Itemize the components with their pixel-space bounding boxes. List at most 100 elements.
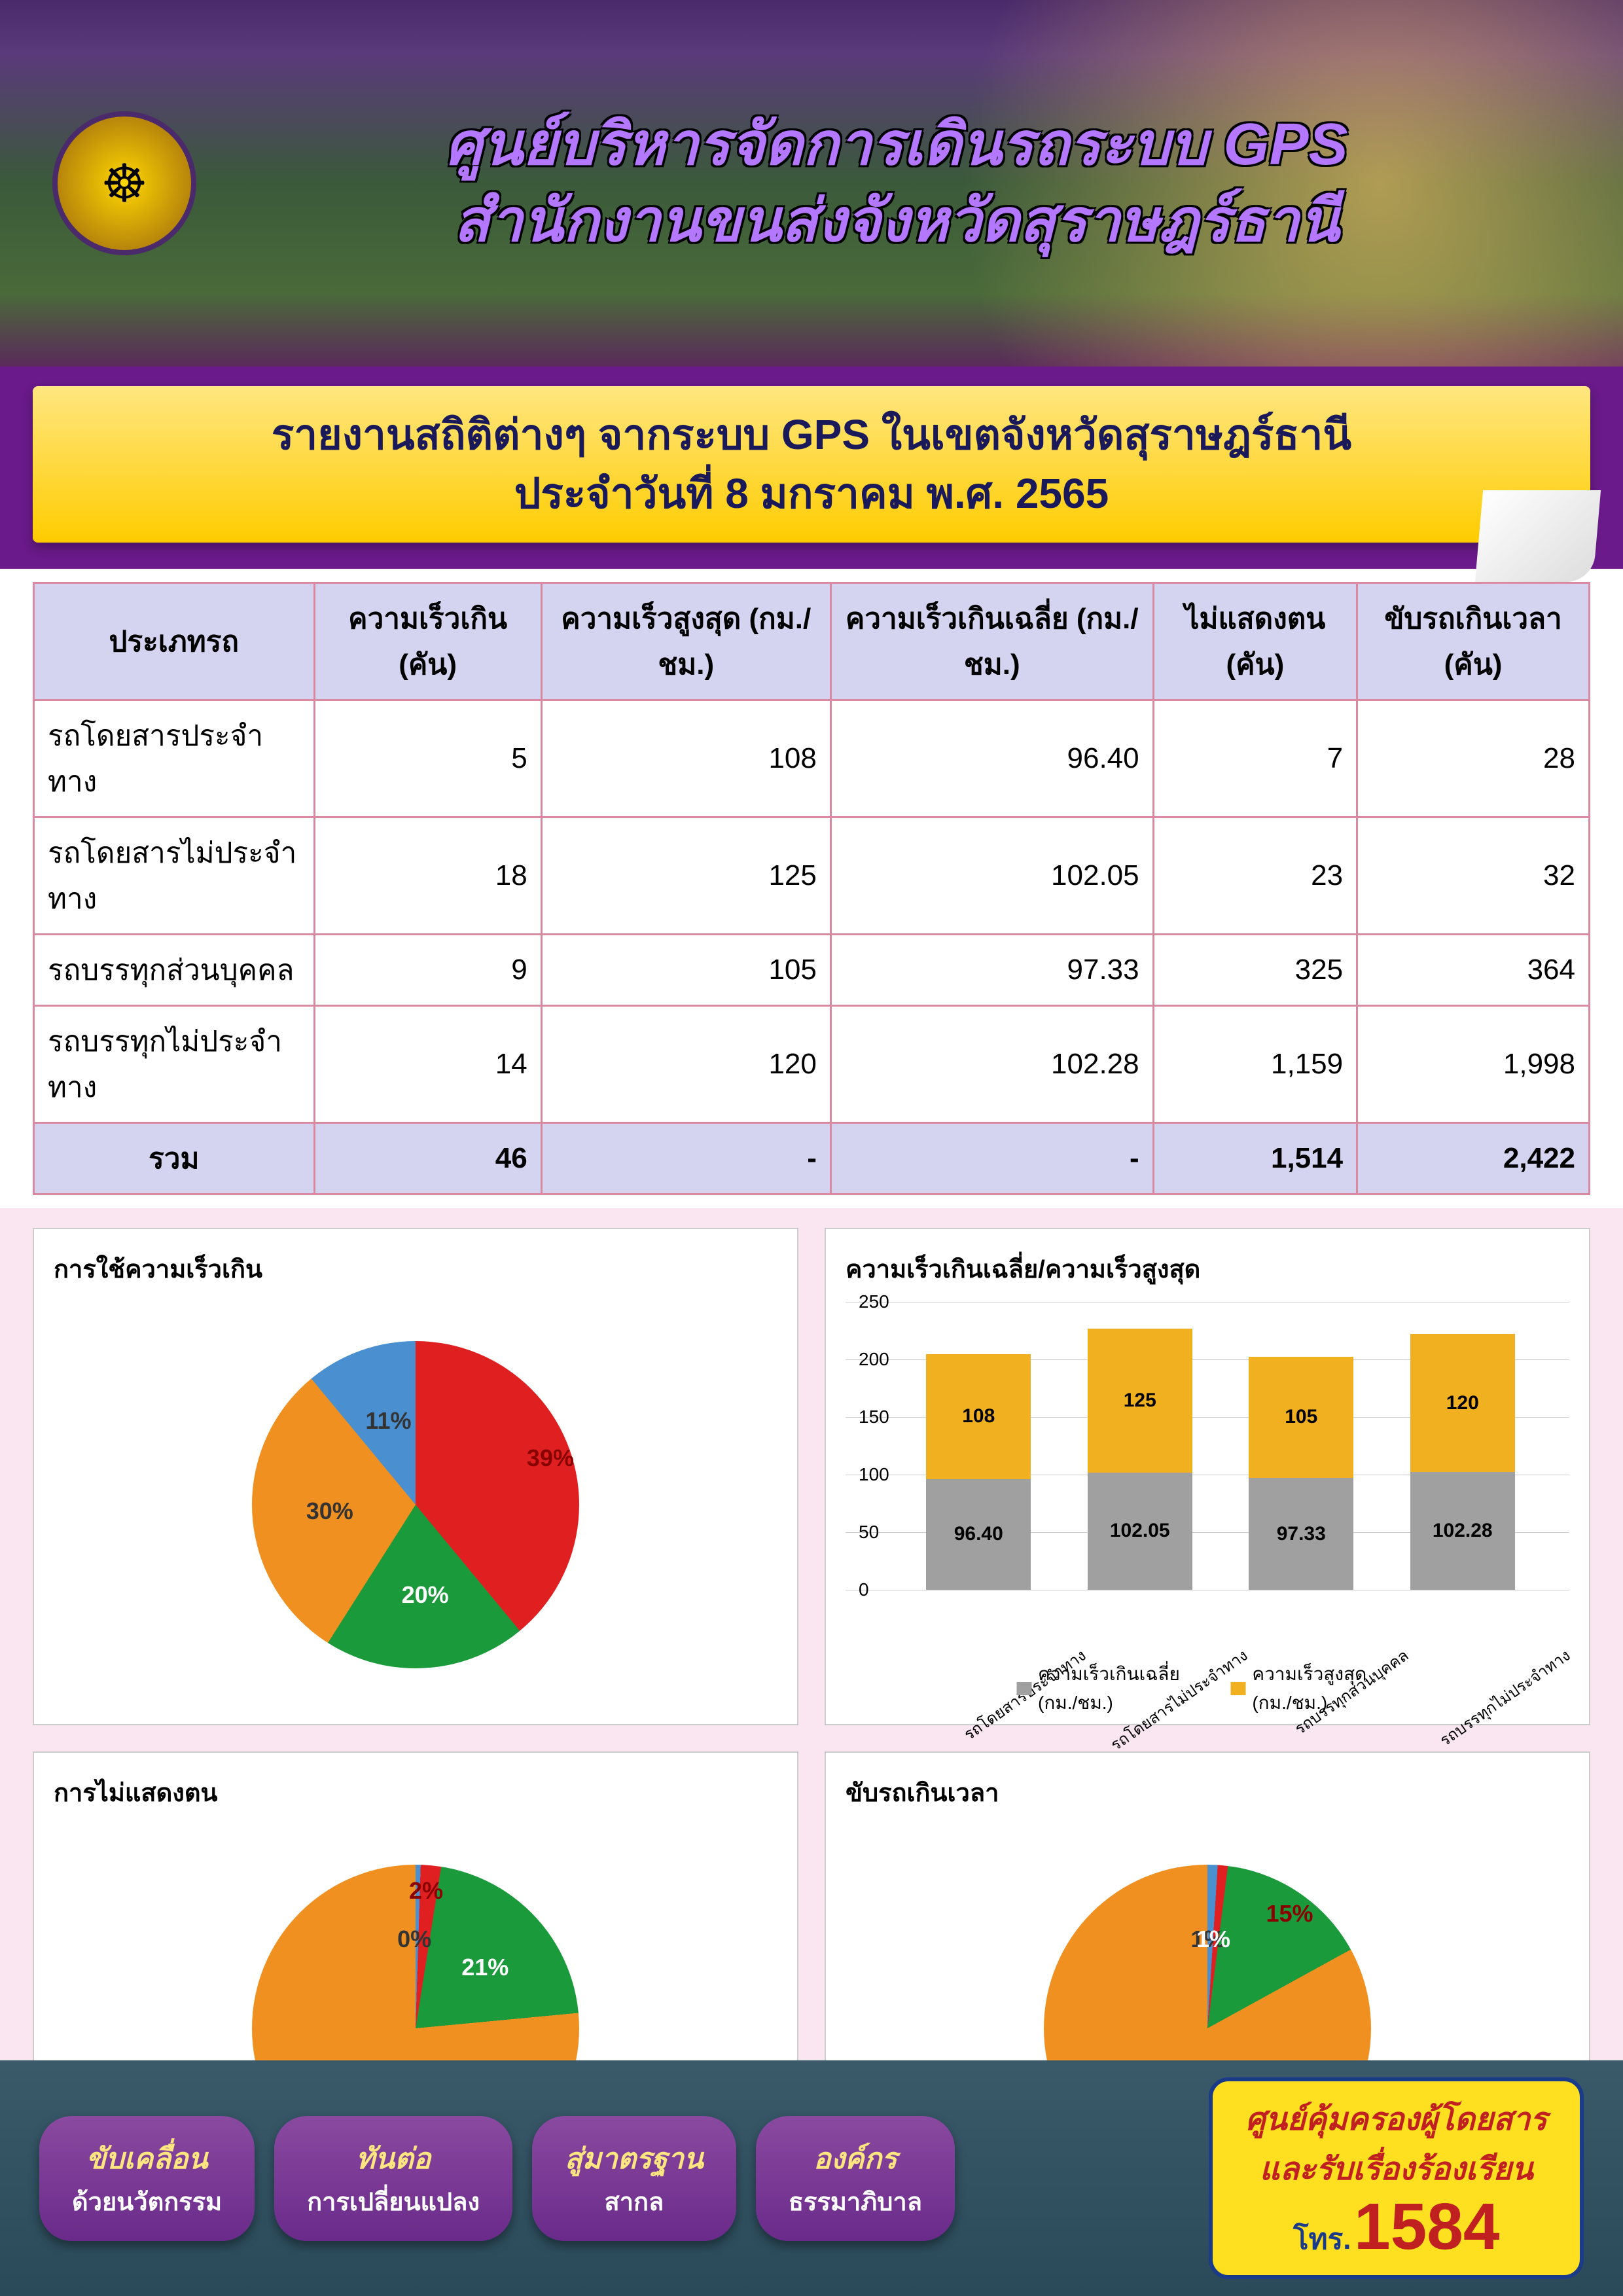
legend-label: ความเร็วเกินเฉลี่ย (กม./ชม.) (1038, 1660, 1205, 1717)
footer-bar: ขับเคลื่อนด้วยนวัตกรรมทันต่อการเปลี่ยนแป… (0, 2060, 1623, 2296)
stats-table: ประเภทรถความเร็วเกิน (คัน)ความเร็วสูงสุด… (33, 582, 1590, 1195)
legend-item: ความเร็วสูงสุด (กม./ชม.) (1231, 1660, 1399, 1717)
table-header: ขับรถเกินเวลา (คัน) (1357, 583, 1590, 700)
footer-pill: สู่มาตรฐานสากล (532, 2116, 736, 2241)
pie-chart: 39% 20% 30% 11% (252, 1341, 579, 1668)
bar-group: 102.28120รถบรรทุกไม่ประจำทาง (1410, 1334, 1515, 1590)
header-title-1: ศูนย์บริหารจัดการเดินรถระบบ GPS (223, 107, 1571, 183)
bar-speed-compare: ความเร็วเกินเฉลี่ย/ความเร็วสูงสุด 0 50 100… (825, 1228, 1590, 1725)
bar-segment: 102.05 (1088, 1473, 1192, 1590)
table-header: ความเร็วเกิน (คัน) (314, 583, 541, 700)
banner-line-2: ประจำวันที่ 8 มกราคม พ.ศ. 2565 (59, 465, 1564, 524)
y-axis-label: 200 (859, 1349, 889, 1370)
y-axis-label: 0 (859, 1579, 869, 1600)
table-cell: 125 (541, 817, 830, 935)
table-cell: 1,159 (1153, 1006, 1357, 1123)
chart-title: การใช้ความเร็วเกิน (54, 1249, 777, 1289)
table-header: ไม่แสดงตน (คัน) (1153, 583, 1357, 700)
total-cell: 1,514 (1153, 1123, 1357, 1194)
bar-group: 96.40108รถโดยสารประจำทาง (926, 1354, 1031, 1590)
footer-pill: ทันต่อการเปลี่ยนแปลง (274, 2116, 512, 2241)
pie-slice-label: 2% (409, 1877, 443, 1905)
header-banner: ☸ ศูนย์บริหารจัดการเดินรถระบบ GPS สำนักง… (0, 0, 1623, 367)
bar-segment: 120 (1410, 1334, 1515, 1472)
bar-segment: 108 (926, 1354, 1031, 1479)
table-cell: 14 (314, 1006, 541, 1123)
pill-top: ขับเคลื่อน (72, 2136, 222, 2181)
pie-slice-label: 1% (1196, 1926, 1230, 1953)
table-cell: 18 (314, 817, 541, 935)
y-axis-label: 100 (859, 1464, 889, 1485)
pill-top: องค์กร (789, 2136, 922, 2181)
total-cell: 46 (314, 1123, 541, 1194)
total-cell: - (541, 1123, 830, 1194)
pill-top: สู่มาตรฐาน (565, 2136, 704, 2181)
legend-item: ความเร็วเกินเฉลี่ย (กม./ชม.) (1017, 1660, 1205, 1717)
table-cell: 108 (541, 700, 830, 817)
pie-slice-label: 15% (1266, 1900, 1313, 1928)
total-label: รวม (34, 1123, 315, 1194)
pie-slice-label: 11% (365, 1407, 411, 1435)
table-cell: 120 (541, 1006, 830, 1123)
table-header: ประเภทรถ (34, 583, 315, 700)
chart-title: การไม่แสดงตน (54, 1772, 777, 1812)
legend-swatch (1017, 1682, 1032, 1695)
header-title-2: สำนักงานขนส่งจังหวัดสุราษฎร์ธานี (223, 183, 1571, 260)
agency-logo: ☸ (52, 111, 196, 255)
pill-bot: สากล (565, 2181, 704, 2221)
table-cell: 105 (541, 935, 830, 1006)
y-axis-label: 50 (859, 1522, 879, 1543)
table-header: ความเร็วเกินเฉลี่ย (กม./ชม.) (830, 583, 1153, 700)
footer-pill: องค์กรธรรมาภิบาล (756, 2116, 955, 2241)
table-cell: 364 (1357, 935, 1590, 1006)
table-cell: รถโดยสารไม่ประจำทาง (34, 817, 315, 935)
bar-group: 102.05125รถโดยสารไม่ประจำทาง (1088, 1329, 1192, 1590)
pie-slice-label: 39% (527, 1444, 574, 1472)
total-cell: - (830, 1123, 1153, 1194)
pill-top: ทันต่อ (307, 2136, 480, 2181)
hotline-tel-label: โทร. (1293, 2223, 1351, 2255)
page-curl-icon (1475, 490, 1601, 582)
hotline-line1: ศูนย์คุ้มครองผู้โดยสาร (1245, 2094, 1547, 2144)
pie-speed-over: การใช้ความเร็วเกิน 39% 20% 30% 11% (33, 1228, 798, 1725)
table-cell: รถบรรทุกส่วนบุคคล (34, 935, 315, 1006)
table-cell: รถโดยสารประจำทาง (34, 700, 315, 817)
table-cell: รถบรรทุกไม่ประจำทาง (34, 1006, 315, 1123)
table-cell: 1,998 (1357, 1006, 1590, 1123)
table-cell: 96.40 (830, 700, 1153, 817)
y-axis-label: 250 (859, 1291, 889, 1312)
table-cell: 23 (1153, 817, 1357, 935)
table-cell: 97.33 (830, 935, 1153, 1006)
footer-pill: ขับเคลื่อนด้วยนวัตกรรม (39, 2116, 255, 2241)
hotline-box: ศูนย์คุ้มครองผู้โดยสาร และรับเรื่องร้องเ… (1209, 2077, 1584, 2279)
total-cell: 2,422 (1357, 1123, 1590, 1194)
pie-slice-label: 21% (461, 1954, 508, 1981)
pill-bot: ธรรมาภิบาล (789, 2181, 922, 2221)
table-cell: 28 (1357, 700, 1590, 817)
table-cell: 32 (1357, 817, 1590, 935)
logo-icon: ☸ (101, 153, 148, 214)
bar-segment: 96.40 (926, 1479, 1031, 1590)
pie-slice-label: 20% (402, 1581, 449, 1609)
y-axis-label: 150 (859, 1407, 889, 1427)
bar-segment: 105 (1249, 1357, 1353, 1478)
bar-segment: 102.28 (1410, 1472, 1515, 1590)
table-cell: 5 (314, 700, 541, 817)
legend-label: ความเร็วสูงสุด (กม./ชม.) (1252, 1660, 1398, 1717)
table-cell: 9 (314, 935, 541, 1006)
banner-line-1: รายงานสถิติต่างๆ จากระบบ GPS ในเขตจังหวั… (59, 406, 1564, 465)
legend-swatch (1231, 1682, 1246, 1695)
pie-slice-label: 30% (306, 1498, 353, 1525)
stats-table-wrap: ประเภทรถความเร็วเกิน (คัน)ความเร็วสูงสุด… (0, 569, 1623, 1208)
table-header: ความเร็วสูงสุด (กม./ชม.) (541, 583, 830, 700)
report-banner-wrap: รายงานสถิติต่างๆ จากระบบ GPS ในเขตจังหวั… (0, 367, 1623, 569)
chart-title: ความเร็วเกินเฉลี่ย/ความเร็วสูงสุด (846, 1249, 1569, 1289)
chart-title: ขับรถเกินเวลา (846, 1772, 1569, 1812)
hotline-number: 1584 (1354, 2190, 1499, 2263)
table-cell: 102.28 (830, 1006, 1153, 1123)
table-cell: 102.05 (830, 817, 1153, 935)
pill-bot: ด้วยนวัตกรรม (72, 2181, 222, 2221)
report-banner: รายงานสถิติต่างๆ จากระบบ GPS ในเขตจังหวั… (33, 386, 1590, 543)
bar-group: 97.33105รถบรรทุกส่วนบุคคล (1249, 1357, 1353, 1590)
table-cell: 7 (1153, 700, 1357, 817)
